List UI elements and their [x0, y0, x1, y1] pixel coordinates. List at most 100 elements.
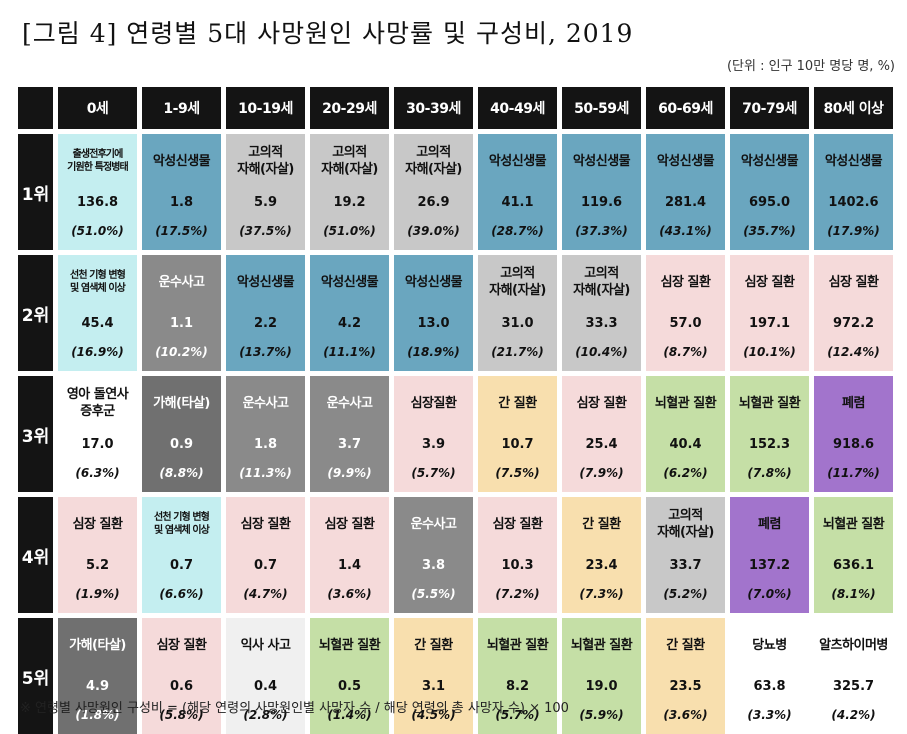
composition-percent: (4.7%) — [243, 587, 288, 601]
cause-cell: 심장 질환 25.4 (7.9%) — [562, 376, 641, 492]
column-header: 70-79세 — [730, 87, 809, 129]
cause-cell: 악성신생물 13.0 (18.9%) — [394, 255, 473, 371]
cause-cell: 심장 질환 0.6 (5.8%) — [142, 618, 221, 734]
cause-name: 고의적 자해(자살) — [405, 145, 462, 177]
cause-name: 폐렴 — [758, 516, 781, 532]
cause-name: 가해(타살) — [69, 637, 126, 653]
cause-cell: 심장 질환 1.4 (3.6%) — [310, 497, 389, 613]
cause-cell: 운수사고 3.8 (5.5%) — [394, 497, 473, 613]
rank-label: 2위 — [18, 255, 53, 371]
cause-name: 영아 돌연사 증후군 — [66, 387, 129, 419]
cause-name: 악성신생물 — [656, 153, 715, 169]
composition-percent: (7.0%) — [747, 587, 792, 601]
cause-cell: 악성신생물 41.1 (28.7%) — [478, 134, 557, 250]
cause-name: 뇌혈관 질환 — [486, 637, 549, 653]
cause-name: 고의적 자해(자살) — [489, 266, 546, 298]
death-rate-value: 33.3 — [585, 316, 618, 331]
composition-percent: (5.7%) — [495, 708, 540, 722]
death-rate-value: 1.8 — [253, 437, 278, 452]
composition-percent: (37.5%) — [239, 224, 292, 238]
column-header: 80세 이상 — [814, 87, 893, 129]
composition-percent: (51.0%) — [71, 224, 124, 238]
cause-name: 악성신생물 — [152, 153, 211, 169]
death-rate-value: 13.0 — [417, 316, 450, 331]
composition-percent: (2.8%) — [243, 708, 288, 722]
cause-cell: 간 질환 23.5 (3.6%) — [646, 618, 725, 734]
cause-name: 운수사고 — [410, 516, 457, 532]
composition-percent: (37.3%) — [575, 224, 628, 238]
composition-percent: (1.8%) — [75, 708, 120, 722]
composition-percent: (11.1%) — [323, 345, 376, 359]
cause-name: 당뇨병 — [752, 637, 787, 653]
cause-name: 악성신생물 — [740, 153, 799, 169]
cause-cell: 악성신생물 2.2 (13.7%) — [226, 255, 305, 371]
cause-cell: 뇌혈관 질환 0.5 (1.4%) — [310, 618, 389, 734]
cause-name: 뇌혈관 질환 — [822, 516, 885, 532]
cause-name: 운수사고 — [242, 395, 289, 411]
cause-cell: 간 질환 10.7 (7.5%) — [478, 376, 557, 492]
cause-cell: 폐렴 918.6 (11.7%) — [814, 376, 893, 492]
composition-percent: (6.3%) — [75, 466, 120, 480]
death-rate-value: 26.9 — [417, 195, 450, 210]
composition-percent: (8.8%) — [159, 466, 204, 480]
death-rate-value: 136.8 — [76, 195, 119, 210]
column-header: 30-39세 — [394, 87, 473, 129]
cause-name: 뇌혈관 질환 — [570, 637, 633, 653]
cause-name: 간 질환 — [414, 637, 453, 653]
cause-name: 익사 사고 — [240, 637, 291, 653]
cause-cell: 심장질환 3.9 (5.7%) — [394, 376, 473, 492]
cause-cell: 알츠하이머병 325.7 (4.2%) — [814, 618, 893, 734]
death-rate-value: 23.5 — [669, 679, 702, 694]
composition-percent: (13.7%) — [239, 345, 292, 359]
composition-percent: (17.9%) — [827, 224, 880, 238]
death-rate-value: 23.4 — [585, 558, 618, 573]
cause-cell: 심장 질환 10.3 (7.2%) — [478, 497, 557, 613]
death-rate-value: 918.6 — [832, 437, 875, 452]
death-rate-value: 5.9 — [253, 195, 278, 210]
death-rate-value: 10.3 — [501, 558, 534, 573]
composition-percent: (10.2%) — [155, 345, 208, 359]
footnote: ※ 연령별 사망원인 구성비 = (해당 연령의 사망원인별 사망자 수 / 해… — [20, 701, 569, 716]
cause-cell: 심장 질환 197.1 (10.1%) — [730, 255, 809, 371]
rank-label: 1위 — [18, 134, 53, 250]
composition-percent: (10.4%) — [575, 345, 628, 359]
composition-percent: (39.0%) — [407, 224, 460, 238]
composition-percent: (43.1%) — [659, 224, 712, 238]
cause-cell: 폐렴 137.2 (7.0%) — [730, 497, 809, 613]
cause-cell: 악성신생물 1.8 (17.5%) — [142, 134, 221, 250]
death-rate-value: 17.0 — [81, 437, 114, 452]
death-rate-value: 0.7 — [253, 558, 278, 573]
composition-percent: (3.6%) — [663, 708, 708, 722]
cause-cell: 선천 기형 변형 및 염색체 이상 0.7 (6.6%) — [142, 497, 221, 613]
composition-percent: (11.7%) — [827, 466, 880, 480]
composition-percent: (7.8%) — [747, 466, 792, 480]
cause-cell: 익사 사고 0.4 (2.8%) — [226, 618, 305, 734]
composition-percent: (18.9%) — [407, 345, 460, 359]
cause-cell: 뇌혈관 질환 40.4 (6.2%) — [646, 376, 725, 492]
cause-cell: 선천 기형 변형 및 염색체 이상 45.4 (16.9%) — [58, 255, 137, 371]
cause-cell: 뇌혈관 질환 636.1 (8.1%) — [814, 497, 893, 613]
cause-name: 뇌혈관 질환 — [318, 637, 381, 653]
cause-name: 악성신생물 — [320, 274, 379, 290]
cause-name: 심장 질환 — [660, 274, 711, 290]
composition-percent: (28.7%) — [491, 224, 544, 238]
death-rate-value: 119.6 — [580, 195, 623, 210]
death-rate-value: 25.4 — [585, 437, 618, 452]
composition-percent: (7.2%) — [495, 587, 540, 601]
cause-name: 고의적 자해(자살) — [237, 145, 294, 177]
death-rate-value: 0.4 — [253, 679, 278, 694]
cause-name: 악성신생물 — [236, 274, 295, 290]
composition-percent: (3.3%) — [747, 708, 792, 722]
death-rate-value: 972.2 — [832, 316, 875, 331]
column-header: 60-69세 — [646, 87, 725, 129]
composition-percent: (21.7%) — [491, 345, 544, 359]
death-rate-value: 1.4 — [337, 558, 362, 573]
cause-cell: 당뇨병 63.8 (3.3%) — [730, 618, 809, 734]
death-rate-value: 19.0 — [585, 679, 618, 694]
composition-percent: (5.8%) — [159, 708, 204, 722]
composition-percent: (4.5%) — [411, 708, 456, 722]
cause-cell: 악성신생물 4.2 (11.1%) — [310, 255, 389, 371]
cause-name: 출생전후기에 기원한 특정병태 — [67, 149, 129, 173]
cause-cell: 가해(타살) 4.9 (1.8%) — [58, 618, 137, 734]
composition-percent: (10.1%) — [743, 345, 796, 359]
